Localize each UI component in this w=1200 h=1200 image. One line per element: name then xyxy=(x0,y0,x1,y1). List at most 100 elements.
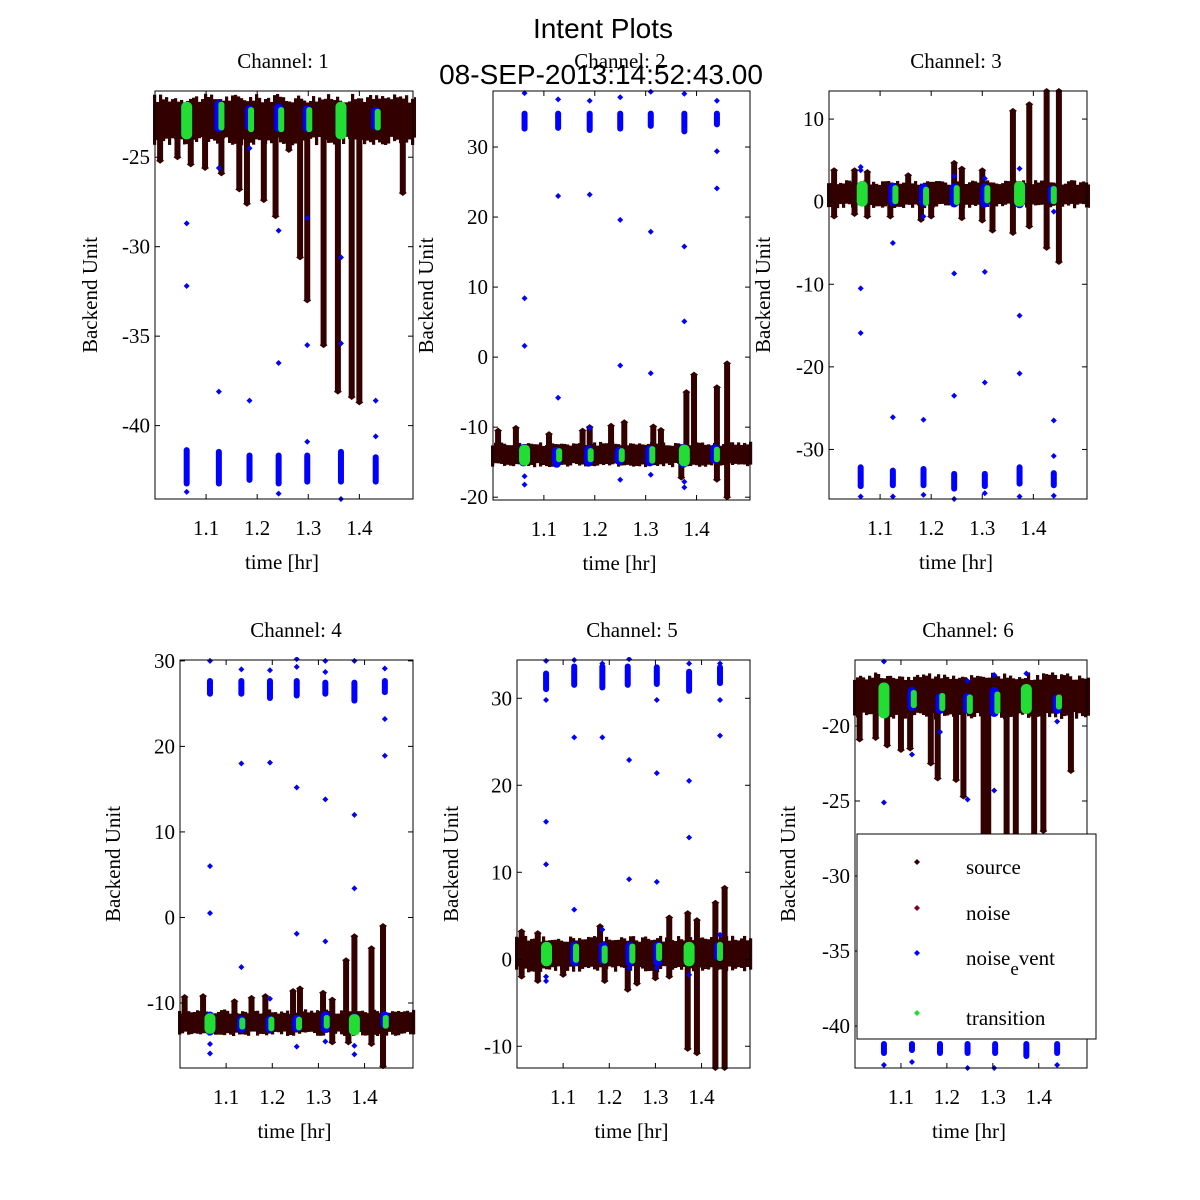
source-point-strip xyxy=(274,1012,278,1032)
source-point-strip xyxy=(659,444,663,465)
y-tick-label: 0 xyxy=(165,905,176,929)
source-spike xyxy=(272,119,279,217)
source-point xyxy=(379,923,388,930)
source-point-strip xyxy=(872,181,876,208)
noise-event-cluster xyxy=(246,452,253,483)
source-spike xyxy=(683,392,690,455)
source-point xyxy=(1008,107,1017,114)
source-spike xyxy=(200,996,207,1023)
source-point-strip xyxy=(388,1012,392,1032)
source-point xyxy=(692,1050,701,1057)
plot-area xyxy=(491,88,753,501)
source-point xyxy=(328,1039,337,1046)
source-point-strip xyxy=(935,181,939,207)
source-point-strip xyxy=(406,1010,410,1032)
x-tick-label: 1.2 xyxy=(259,1085,285,1109)
transition-cluster xyxy=(910,690,917,708)
source-point-strip xyxy=(593,442,597,467)
source-point-strip xyxy=(949,678,953,715)
noise-event-point xyxy=(857,163,864,170)
source-spike xyxy=(368,1022,375,1045)
x-axis-label: time [hr] xyxy=(257,1119,331,1143)
source-point-strip xyxy=(845,180,849,204)
source-point xyxy=(247,994,256,1001)
noise-event-point xyxy=(991,787,998,794)
panel-channel-2: 1.1 1.2 1.3 1.4 30 20 10 0 -10 -20 Channel: 2 time … xyxy=(414,49,753,575)
source-point xyxy=(896,747,905,753)
source-point-strip xyxy=(1031,184,1035,205)
x-tick-label: 1.4 xyxy=(1020,516,1047,540)
source-point xyxy=(289,988,298,995)
source-spike xyxy=(979,194,986,221)
panel-channel-5: 1.1 1.2 1.3 1.4 30 20 10 0 -10 Channel: 5 time [hr… xyxy=(439,618,753,1143)
source-point-strip xyxy=(1081,678,1085,717)
x-tick-label: 1.1 xyxy=(867,516,893,540)
noise-event-point xyxy=(1054,1062,1061,1068)
source-spike xyxy=(512,427,519,455)
source-point-strip xyxy=(674,941,678,969)
noise-event-cluster xyxy=(920,465,927,489)
noise-event-point xyxy=(304,342,311,349)
x-tick-label: 1.3 xyxy=(642,1085,668,1109)
source-point-strip xyxy=(988,677,992,714)
source-spike xyxy=(989,194,996,231)
noise-event-point xyxy=(1050,453,1057,460)
source-point-strip xyxy=(958,677,962,715)
axes-border xyxy=(516,659,751,1069)
source-point-strip xyxy=(629,443,633,466)
source-point-strip xyxy=(193,1011,197,1034)
noise-event-point xyxy=(381,752,388,759)
source-point-strip xyxy=(217,1011,221,1035)
source-point xyxy=(651,975,660,982)
x-tick-label: 1.4 xyxy=(1026,1085,1053,1109)
source-point-strip xyxy=(319,1011,323,1036)
source-point-strip xyxy=(512,445,516,467)
source-point-strip xyxy=(602,443,606,466)
source-spike xyxy=(534,954,541,982)
noise-event-point xyxy=(908,751,915,758)
source-point-strip xyxy=(563,443,567,465)
source-spike xyxy=(368,948,375,1023)
noise-event-point xyxy=(543,818,550,825)
source-point-strip xyxy=(361,1010,365,1036)
transition-cluster xyxy=(713,446,720,463)
source-spike xyxy=(290,991,297,1023)
source-point xyxy=(517,928,526,935)
transition-cluster xyxy=(1055,694,1062,710)
source-spike xyxy=(621,422,628,455)
noise-event-point xyxy=(908,1059,915,1065)
source-spike xyxy=(979,170,986,195)
source-point xyxy=(173,154,182,161)
source-point-strip xyxy=(159,94,163,138)
source-point xyxy=(926,760,935,767)
noise-event-point xyxy=(322,938,329,945)
noise-event-point xyxy=(246,397,253,404)
source-point xyxy=(632,980,641,987)
source-point xyxy=(355,399,364,406)
transition-cluster xyxy=(573,943,580,963)
x-tick-label: 1.2 xyxy=(596,1085,622,1109)
source-point-strip xyxy=(195,96,199,142)
noise-event-point xyxy=(337,340,344,347)
noise-event-point xyxy=(266,995,273,1002)
noise-event-cluster xyxy=(215,448,222,487)
source-point-strip xyxy=(1084,678,1088,718)
noise-event-point xyxy=(717,732,724,739)
noise-event-point xyxy=(293,1043,300,1050)
source-point-strip xyxy=(232,1012,236,1037)
source-point xyxy=(1054,258,1063,265)
source-point-strip xyxy=(878,184,882,207)
source-point xyxy=(720,884,729,891)
source-point-strip xyxy=(1072,679,1076,713)
source-point-strip xyxy=(605,443,609,465)
source-point-strip xyxy=(300,98,304,137)
legend-label-noise-event: noiseevent xyxy=(966,946,1055,980)
noise-event-point xyxy=(304,215,311,222)
source-point-strip xyxy=(381,96,385,145)
transition-cluster xyxy=(878,682,890,719)
source-point-strip xyxy=(707,939,711,970)
source-point-strip xyxy=(737,940,741,968)
noise-event-point xyxy=(183,220,190,227)
source-point-strip xyxy=(914,181,918,205)
noise-event-point xyxy=(653,878,660,885)
